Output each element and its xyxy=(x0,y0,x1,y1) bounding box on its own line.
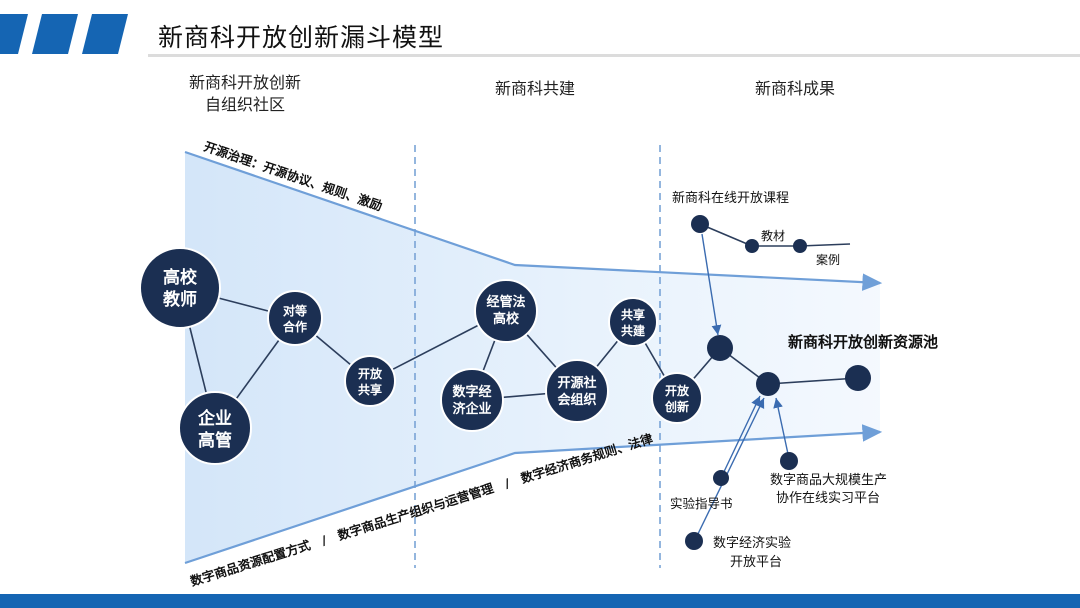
edge-hub2-pool xyxy=(767,377,859,385)
result-arrows xyxy=(694,233,789,541)
funnel-bottom-label-sep-1: / xyxy=(320,532,329,548)
node-open-share: 开放 共享 xyxy=(344,355,396,407)
funnel-top-arrow xyxy=(184,150,883,291)
dot-textbook xyxy=(745,239,759,253)
label-pool: 新商科开放创新资源池 xyxy=(788,333,938,351)
label-lab-guide: 实验指导书 xyxy=(670,496,733,511)
column-header-results: 新商科成果 xyxy=(754,79,835,98)
column-header-community-line2: 自组织社区 xyxy=(204,95,285,114)
node-digital-firm: 数字经 济企业 xyxy=(440,368,504,432)
header-logo-stripes xyxy=(0,14,128,54)
edge-course-textbook xyxy=(699,223,753,247)
title-divider xyxy=(148,54,1080,57)
node-open-source-org: 开源社 会组织 xyxy=(545,359,609,423)
node-share-build-line2: 共建 xyxy=(621,323,646,338)
dot-lab-platform xyxy=(685,532,703,550)
node-open-innov: 开放 创新 xyxy=(651,372,703,424)
node-teacher-line1: 高校 xyxy=(163,267,198,288)
node-teacher: 高校 教师 xyxy=(139,247,221,329)
funnel-bottom-label-sep-2: / xyxy=(503,475,512,491)
label-textbook: 教材 xyxy=(761,228,785,243)
funnel-bottom-arrow xyxy=(184,424,883,565)
node-peer-line2: 合作 xyxy=(283,319,307,334)
column-header-community-line1: 新商科开放创新 xyxy=(188,73,301,92)
node-open-source-org-line1: 开源社 xyxy=(557,375,596,391)
dot-case xyxy=(793,239,807,253)
arrow-labplatform-hub2 xyxy=(694,397,765,541)
funnel-diagram: 开源治理：开源协议、规则、激励 数字商品资源配置方式 / 数字商品生产组织与运营… xyxy=(139,139,938,589)
node-digital-firm-line1: 数字经 xyxy=(452,384,491,400)
footer-bar xyxy=(0,594,1080,608)
node-manager: 企业 高管 xyxy=(178,391,252,465)
label-case: 案例 xyxy=(816,252,840,267)
node-econ-school-line1: 经管法 xyxy=(486,294,525,310)
column-header-co-build: 新商科共建 xyxy=(494,79,575,98)
node-econ-school-line2: 高校 xyxy=(493,311,520,327)
column-header-community: 新商科开放创新 自组织社区 xyxy=(160,72,330,116)
dot-lab-guide xyxy=(713,470,729,486)
small-dots xyxy=(685,215,871,550)
node-econ-school: 经管法 高校 xyxy=(474,279,538,343)
label-practice-platform-1: 数字商品大规模生产 xyxy=(770,473,887,488)
arrow-course-hub1 xyxy=(701,233,722,336)
label-lab-platform-1: 数字经济实验 xyxy=(713,535,791,551)
node-open-innov-line2: 创新 xyxy=(664,399,689,414)
node-open-share-line1: 开放 xyxy=(358,366,383,381)
dot-practice-platform xyxy=(780,452,798,470)
node-open-share-line2: 共享 xyxy=(358,382,382,397)
label-practice-platform-2: 协作在线实习平台 xyxy=(776,491,880,506)
node-manager-line2: 高管 xyxy=(198,430,232,451)
node-share-build-line1: 共享 xyxy=(621,307,645,322)
node-digital-firm-line2: 济企业 xyxy=(452,401,491,417)
node-manager-line1: 企业 xyxy=(197,408,232,429)
label-online-course: 新商科在线开放课程 xyxy=(672,190,789,206)
label-lab-platform-2: 开放平台 xyxy=(730,555,782,570)
node-open-source-org-line2: 会组织 xyxy=(557,392,596,408)
node-open-innov-line1: 开放 xyxy=(665,383,690,398)
arrow-labguide-hub2 xyxy=(720,395,761,479)
node-peer: 对等 合作 xyxy=(267,290,323,346)
node-teacher-line2: 教师 xyxy=(162,289,197,310)
dot-pool xyxy=(845,365,871,391)
dot-hub-1 xyxy=(707,335,733,361)
node-share-build: 共享 共建 xyxy=(608,297,658,347)
page-title: 新商科开放创新漏斗模型 xyxy=(158,23,445,52)
arrow-practice-hub2 xyxy=(773,397,789,455)
edge-case-tail xyxy=(799,243,851,247)
dot-hub-2 xyxy=(756,372,780,396)
funnel-shape xyxy=(185,152,880,563)
node-peer-line1: 对等 xyxy=(283,303,307,318)
dot-online-course xyxy=(691,215,709,233)
